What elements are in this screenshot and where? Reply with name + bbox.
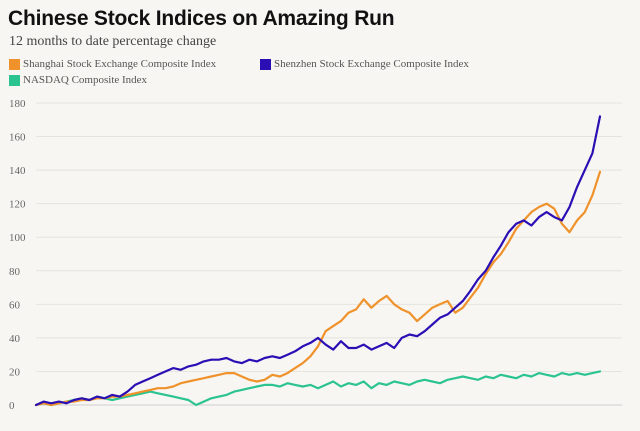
series-line-shanghai	[34, 170, 602, 407]
legend-item-shenzhen: Shenzhen Stock Exchange Composite Index	[260, 58, 469, 70]
series-line-nasdaq	[34, 370, 602, 407]
chart-series	[34, 115, 602, 407]
y-tick-label: 40	[9, 333, 21, 345]
legend-swatch-shenzhen	[260, 58, 271, 70]
chart-title: Chinese Stock Indices on Amazing Run	[8, 7, 395, 30]
y-tick-label: 160	[9, 132, 26, 144]
y-tick-label: 20	[9, 366, 21, 378]
y-tick-label: 80	[9, 266, 21, 278]
y-tick-label: 140	[9, 165, 26, 177]
legend-label-shenzhen: Shenzhen Stock Exchange Composite Index	[274, 58, 469, 70]
y-tick-label: 180	[9, 98, 26, 110]
legend-label-nasdaq: NASDAQ Composite Index	[23, 74, 148, 86]
y-axis-ticks: 0 20 40 60 80 100 120 140 160 180	[9, 98, 26, 412]
y-tick-label: 120	[9, 199, 26, 211]
y-tick-label: 60	[9, 299, 21, 311]
chart-subtitle: 12 months to date percentage change	[9, 34, 217, 49]
legend-swatch-shanghai	[9, 58, 20, 70]
y-tick-label: 0	[9, 400, 15, 412]
legend-item-shanghai: Shanghai Stock Exchange Composite Index	[9, 58, 216, 70]
legend-item-nasdaq: NASDAQ Composite Index	[9, 74, 147, 86]
y-tick-label: 100	[9, 232, 26, 244]
legend-swatch-nasdaq	[9, 74, 20, 86]
series-line-shenzhen	[34, 115, 602, 407]
legend-label-shanghai: Shanghai Stock Exchange Composite Index	[23, 58, 217, 70]
chart-gridlines	[36, 102, 622, 406]
